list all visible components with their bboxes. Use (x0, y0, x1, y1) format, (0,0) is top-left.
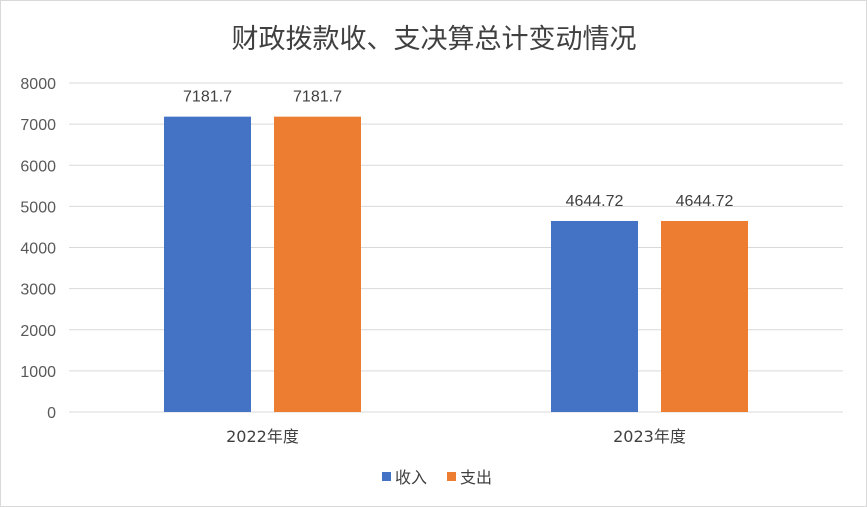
x-axis: 2022年度 2023年度 (226, 427, 686, 446)
y-tick-label: 1000 (20, 364, 56, 381)
legend-swatch (382, 472, 391, 481)
data-label: 4644.72 (566, 193, 624, 210)
legend-swatch (447, 472, 456, 481)
y-tick-label: 4000 (20, 241, 56, 258)
y-tick-label: 5000 (20, 199, 56, 216)
legend-label: 收入 (395, 468, 427, 487)
data-label: 7181.7 (183, 89, 232, 106)
y-tick-label: 7000 (20, 117, 56, 134)
data-labels: 7181.7 7181.7 4644.72 4644.72 (183, 89, 733, 210)
y-tick-label: 6000 (20, 158, 56, 175)
data-label: 7181.7 (293, 89, 342, 106)
y-tick-label: 3000 (20, 282, 56, 299)
bar (164, 116, 251, 412)
y-tick-label: 0 (47, 405, 56, 422)
data-label: 4644.72 (676, 193, 734, 210)
y-tick-label: 2000 (20, 323, 56, 340)
bars (164, 116, 748, 412)
bar (274, 116, 361, 412)
bar (551, 220, 638, 412)
y-tick-label: 8000 (20, 76, 56, 93)
legend-label: 支出 (460, 468, 492, 487)
x-tick-label: 2023年度 (613, 427, 686, 446)
chart-title: 财政拨款收、支决算总计变动情况 (232, 24, 637, 55)
y-axis: 0 1000 2000 3000 4000 5000 6000 7000 8000 (20, 76, 56, 422)
x-tick-label: 2022年度 (226, 427, 299, 446)
legend: 收入 支出 (382, 468, 492, 487)
bar (661, 220, 748, 412)
